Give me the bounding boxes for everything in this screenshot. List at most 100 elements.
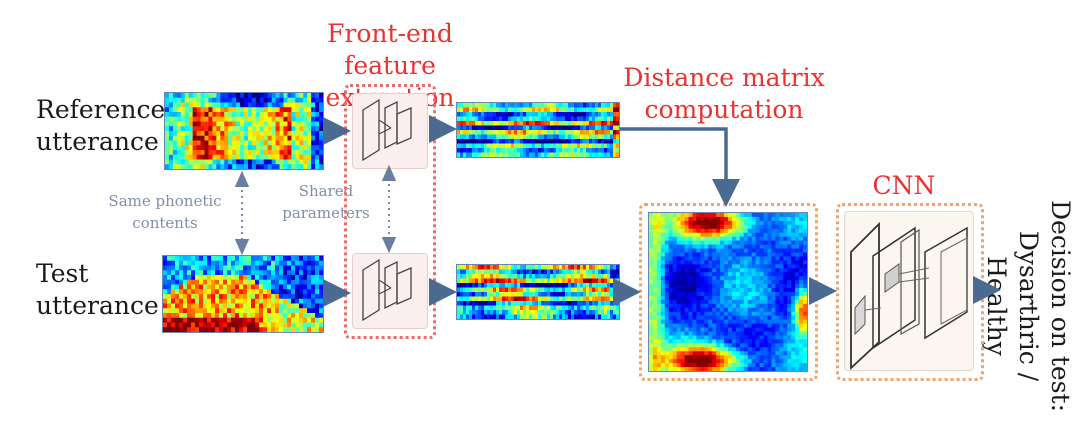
heat-cell [743, 256, 749, 261]
heat-cell [547, 305, 551, 311]
heat-cell [520, 269, 524, 275]
heat-cell [291, 298, 296, 305]
heat-cell [704, 232, 709, 238]
heat-cell [172, 97, 178, 104]
heat-cell [720, 268, 725, 273]
heat-cell [227, 275, 232, 281]
heat-cell [791, 280, 796, 285]
heat-cell [783, 252, 788, 258]
heat-cell [466, 265, 470, 271]
heat-cell [676, 319, 682, 325]
heat-cell [287, 154, 292, 161]
heat-cell [553, 107, 557, 113]
heat-cell [514, 139, 518, 145]
heat-cell [496, 301, 500, 307]
heat-cell [649, 347, 654, 352]
heat-cell [704, 256, 709, 261]
heat-cell [775, 252, 780, 258]
heat-cell [299, 93, 304, 99]
heat-cell [724, 331, 729, 337]
heat-cell [607, 265, 611, 271]
heat-cell [460, 148, 464, 154]
heat-cell [676, 327, 682, 333]
heat-cell [610, 296, 614, 302]
heat-cell [275, 131, 281, 137]
heat-cell [255, 317, 260, 324]
heat-cell [216, 140, 221, 146]
heat-cell [562, 134, 566, 140]
heat-cell [200, 102, 206, 108]
heat-cell [610, 274, 614, 280]
heat-cell [716, 355, 721, 360]
heat-cell [184, 135, 190, 142]
heat-cell [583, 265, 587, 271]
heat-cell [589, 292, 593, 298]
heat-cell [529, 152, 533, 157]
heat-cell [664, 213, 670, 218]
heat-cell [165, 159, 170, 165]
heat-cell [171, 279, 176, 286]
heat-cell [692, 339, 697, 344]
heat-cell [595, 134, 599, 140]
heat-cell [239, 303, 244, 309]
heat-cell [215, 327, 220, 332]
heat-cell [565, 265, 569, 271]
heat-cell [263, 313, 268, 319]
heat-cell [215, 303, 220, 309]
heat-cell [315, 140, 320, 146]
heat-cell [255, 107, 261, 113]
heat-cell [610, 314, 614, 319]
heat-cell [787, 339, 792, 344]
heat-cell [767, 280, 773, 285]
heat-cell [708, 355, 713, 360]
heat-cell [700, 359, 705, 364]
heat-cell [535, 278, 539, 284]
heat-cell [767, 311, 773, 317]
heat-cell [493, 265, 497, 271]
heat-cell [475, 134, 479, 140]
heat-cell [668, 228, 674, 234]
heat-cell [255, 327, 260, 332]
heat-cell [652, 284, 658, 289]
heat-cell [652, 213, 658, 218]
heat-cell [547, 301, 551, 307]
heat-cell [532, 314, 536, 319]
heat-cell [565, 274, 569, 280]
heat-cell [303, 298, 308, 305]
heat-cell [704, 315, 709, 321]
heat-cell [168, 121, 174, 127]
heat-cell [196, 131, 202, 137]
heat-cell [783, 367, 788, 371]
heat-cell [183, 313, 188, 319]
heat-cell [279, 107, 285, 113]
heat-cell [275, 97, 281, 104]
heat-cell [610, 305, 614, 311]
heat-cell [203, 265, 208, 271]
heat-cell [767, 355, 773, 360]
heat-cell [188, 107, 194, 113]
heat-cell [720, 228, 725, 234]
heat-cell [775, 343, 780, 348]
heat-cell [592, 103, 596, 109]
heat-cell [271, 159, 277, 165]
heat-cell [192, 140, 198, 146]
heat-cell [712, 272, 717, 277]
heat-cell [692, 216, 697, 222]
heat-cell [580, 278, 584, 284]
heat-cell [724, 315, 729, 321]
heat-cell [660, 327, 666, 333]
heat-cell [708, 288, 713, 293]
heat-cell [475, 143, 479, 149]
heat-cell [767, 331, 773, 337]
heat-cell [475, 301, 479, 307]
heat-cell [319, 313, 323, 319]
heat-cell [550, 121, 554, 127]
heat-cell [668, 315, 674, 321]
heat-cell [287, 116, 292, 123]
heat-cell [763, 272, 769, 277]
heat-cell [708, 315, 713, 321]
heat-cell [791, 256, 796, 261]
heat-cell [704, 295, 709, 301]
heat-cell [613, 305, 617, 311]
